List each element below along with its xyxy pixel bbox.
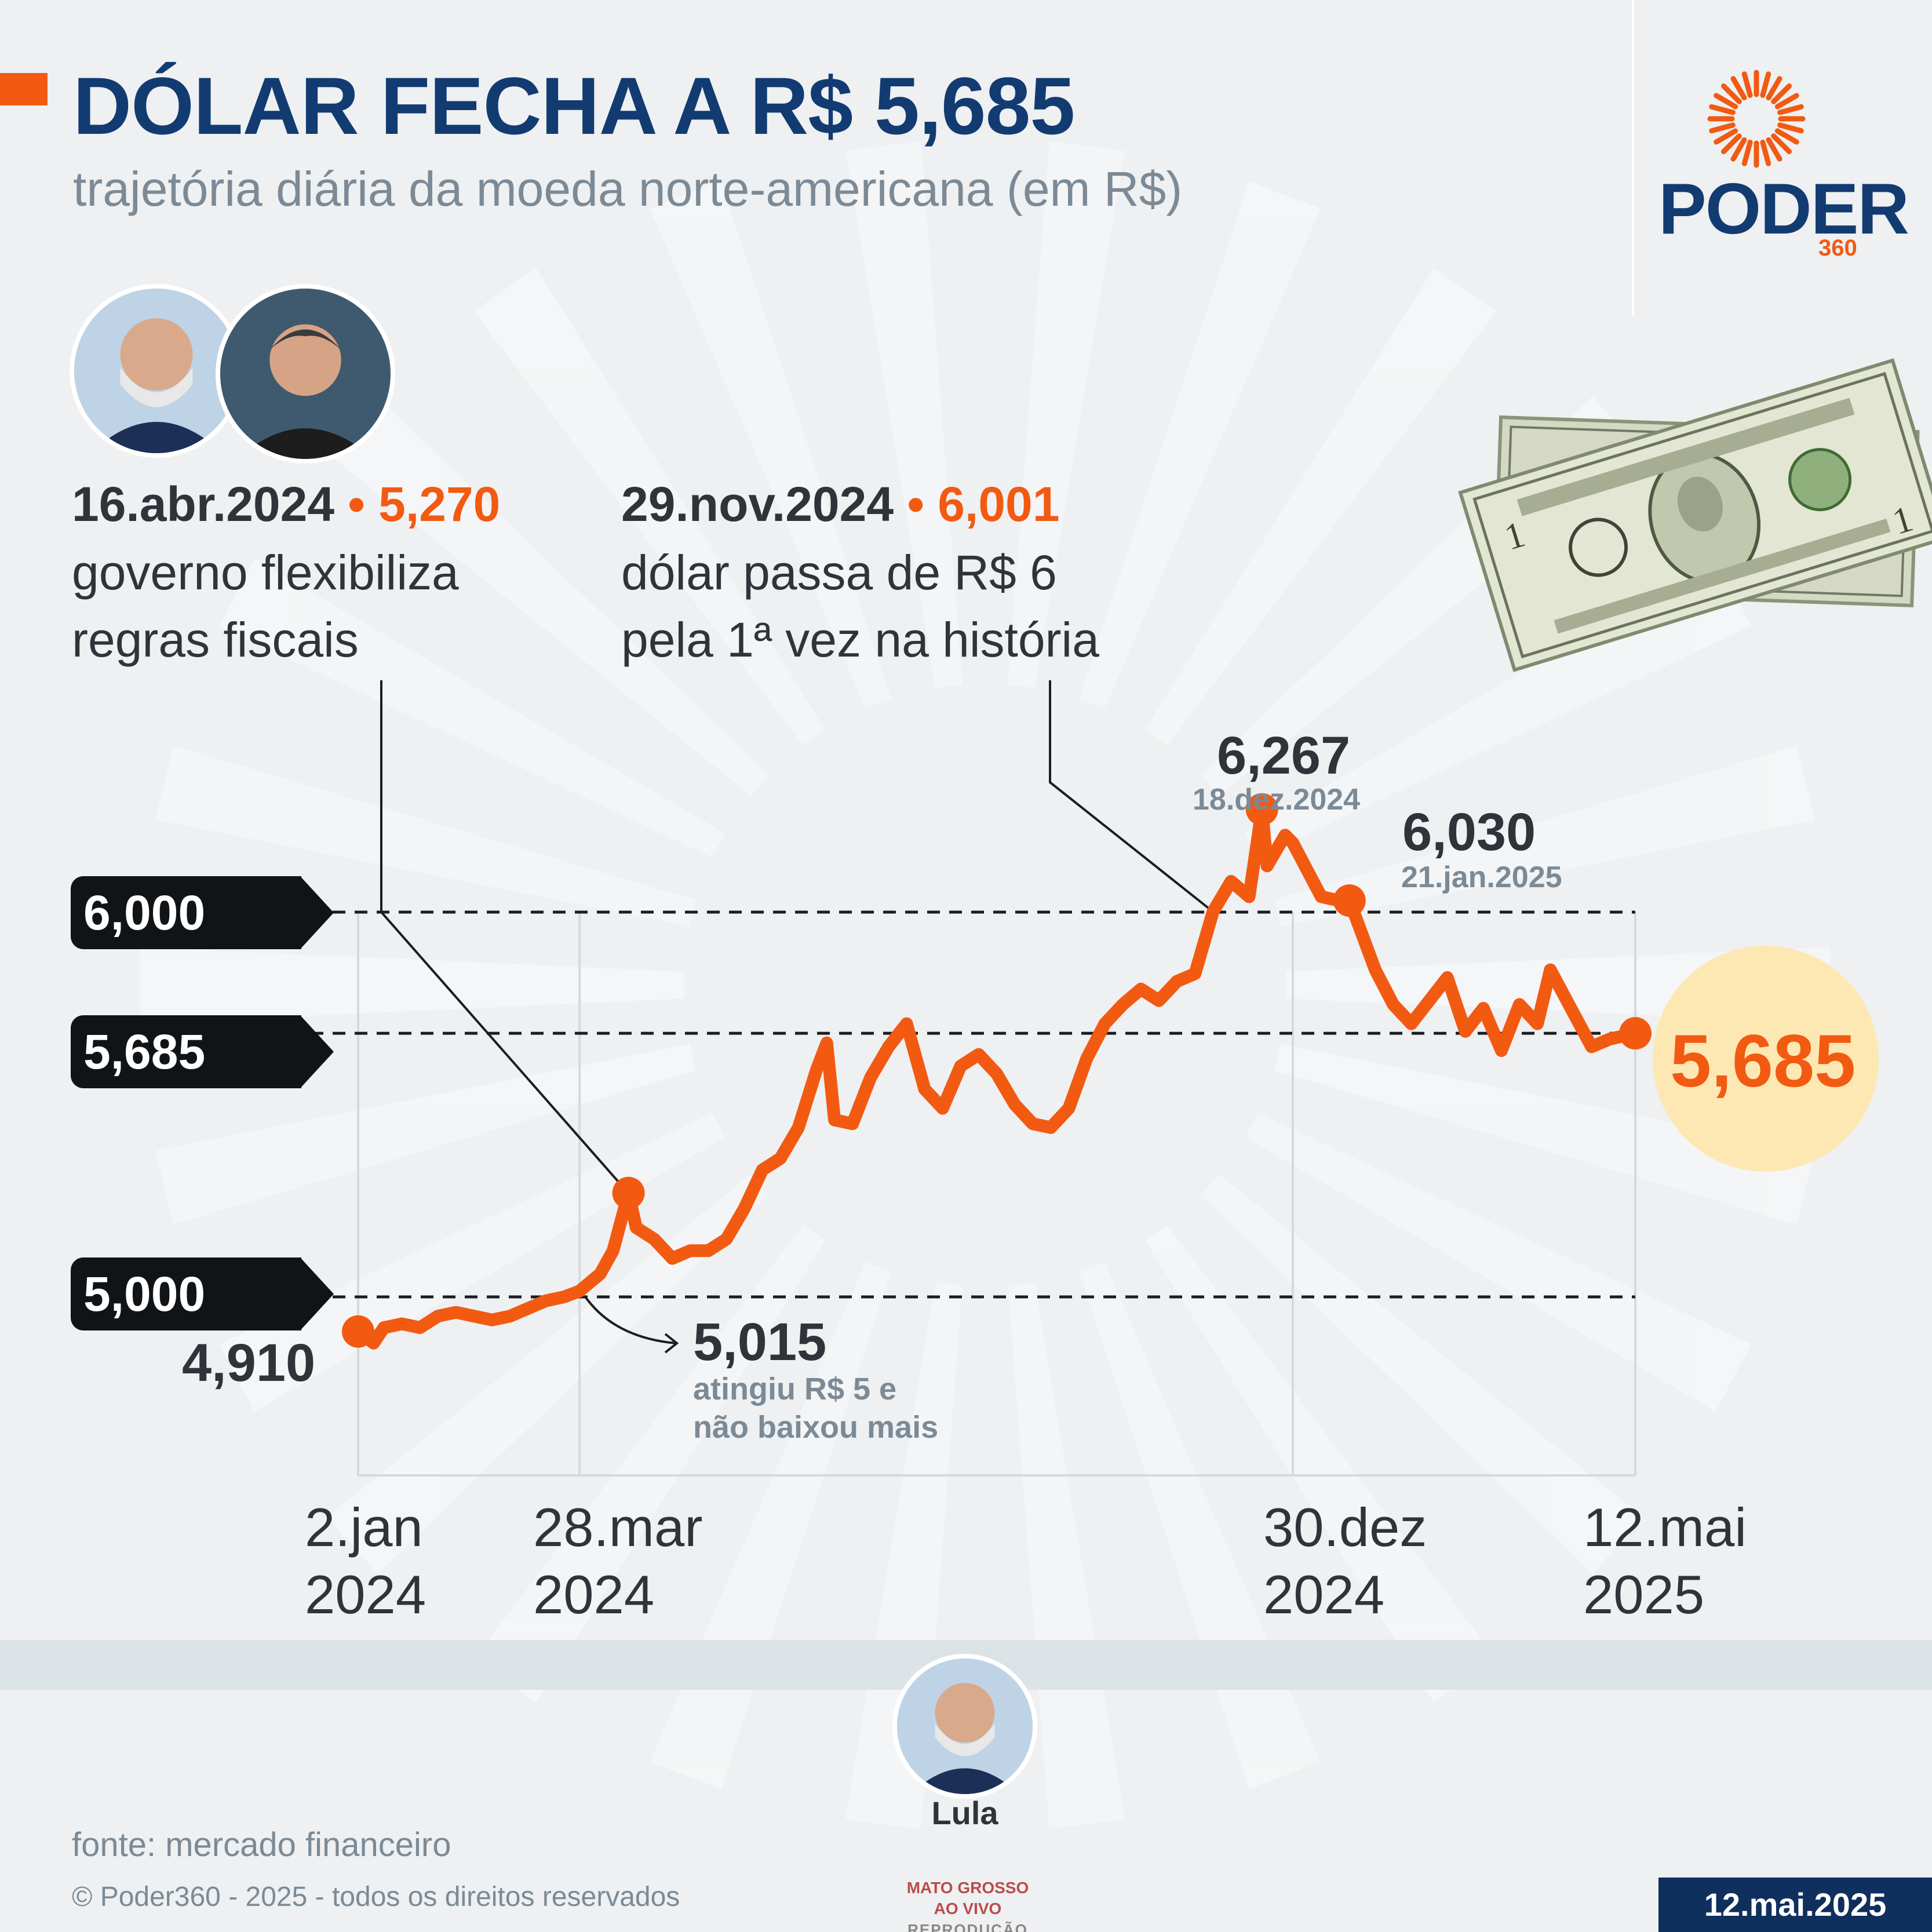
sun-ray bbox=[1777, 122, 1804, 134]
burst-ray bbox=[1245, 1113, 1751, 1412]
sun-logo-icon bbox=[1707, 70, 1806, 168]
sun-ray bbox=[1760, 140, 1771, 166]
event-2-connector bbox=[1049, 680, 1214, 913]
peak-value-label: 6,267 bbox=[1217, 726, 1351, 785]
sun-ray bbox=[1720, 83, 1742, 104]
event-1-connector bbox=[380, 680, 619, 1183]
sun-ray bbox=[1777, 104, 1804, 115]
sun-ray bbox=[1730, 76, 1747, 101]
burst-ray bbox=[1144, 1225, 1497, 1703]
person-icon bbox=[74, 289, 239, 453]
source-note: fonte: mercado financeiro bbox=[72, 1826, 451, 1864]
burst-ray bbox=[219, 559, 725, 858]
header-divider bbox=[1632, 0, 1634, 316]
burst-ray bbox=[1274, 1044, 1815, 1224]
peak-date-label: 18.dez.2024 bbox=[1193, 783, 1361, 816]
burst-ray bbox=[1008, 141, 1125, 688]
event-2-description: dólar passa de R$ 6 pela 1ª vez na histó… bbox=[621, 545, 1099, 667]
burst-ray bbox=[327, 396, 769, 796]
burst-ray bbox=[845, 1282, 963, 1829]
ref-label-5000: 5,000 bbox=[71, 1257, 334, 1330]
sun-ray bbox=[1771, 83, 1792, 104]
start-value-label: 4,910 bbox=[182, 1333, 316, 1393]
min-value-note: atingiu R$ 5 e não baixou mais bbox=[693, 1372, 939, 1445]
burst-ray bbox=[473, 268, 826, 745]
second-peak-value-label: 6,030 bbox=[1402, 803, 1536, 862]
min-value-label: 5,015 bbox=[693, 1313, 827, 1372]
event-1-description: governo flexibiliza regras fiscais bbox=[72, 545, 459, 667]
watermark-logo: MATO GROSSO AO VIVO REPRODUÇÃO bbox=[906, 1879, 1029, 1932]
burst-ray bbox=[1274, 746, 1815, 927]
x-tick-label: 28.mar 2024 bbox=[533, 1497, 703, 1625]
haddad-avatar bbox=[216, 284, 395, 464]
burst-ray bbox=[1201, 1174, 1643, 1574]
burst-ray bbox=[1008, 1282, 1125, 1829]
sun-ray bbox=[1766, 76, 1782, 101]
start-point bbox=[342, 1315, 374, 1348]
sun-ray bbox=[1709, 122, 1736, 134]
event-2-date: 29.nov.2024 • 6,001 bbox=[621, 477, 1060, 531]
sun-ray bbox=[1714, 93, 1738, 110]
burst-ray bbox=[327, 1174, 769, 1574]
sun-ray bbox=[1709, 104, 1736, 115]
sun-ray bbox=[1771, 133, 1792, 155]
burst-ray bbox=[473, 1225, 826, 1703]
lula-caption: Lula bbox=[931, 1795, 998, 1831]
lula-avatar-footer bbox=[892, 1654, 1037, 1799]
last-point bbox=[1619, 1017, 1652, 1050]
dollar-rate-line bbox=[352, 803, 1642, 1350]
min-connector bbox=[584, 1296, 676, 1344]
sun-ray bbox=[1774, 128, 1799, 145]
x-tick-label: 30.dez 2024 bbox=[1263, 1497, 1427, 1625]
copyright-note: © Poder360 - 2025 - todos os direitos re… bbox=[72, 1882, 680, 1912]
burst-ray bbox=[1144, 268, 1497, 745]
last-value-highlight bbox=[1653, 946, 1879, 1172]
burst-ray bbox=[155, 746, 697, 927]
peak-point bbox=[1245, 793, 1278, 826]
brand-logo: PODER bbox=[1658, 169, 1909, 249]
burst-ray bbox=[140, 947, 684, 1023]
brand-logo-suffix: 360 bbox=[1818, 235, 1857, 261]
sun-ray bbox=[1760, 71, 1771, 98]
lula-avatar bbox=[70, 284, 243, 458]
x-tick-label: 2.jan 2024 bbox=[305, 1497, 427, 1625]
dollar-bills-image: 1 1 bbox=[1458, 358, 1932, 672]
arrow-icon bbox=[664, 1333, 679, 1354]
sun-ray bbox=[1730, 137, 1747, 162]
sun-ray bbox=[1714, 128, 1738, 145]
accent-bar bbox=[0, 73, 48, 105]
burst-ray bbox=[155, 1044, 697, 1224]
burst-ray bbox=[1079, 181, 1321, 709]
second-peak-point bbox=[1333, 884, 1366, 917]
burst-ray bbox=[650, 181, 891, 709]
event-point bbox=[612, 1176, 645, 1209]
last-value-label: 5,685 bbox=[1670, 1020, 1856, 1103]
person-icon bbox=[220, 289, 391, 459]
second-peak-date-label: 21.jan.2025 bbox=[1401, 861, 1562, 894]
sun-ray bbox=[1741, 140, 1753, 166]
x-tick-label: 12.mai 2025 bbox=[1583, 1497, 1747, 1625]
sun-ray bbox=[1741, 71, 1753, 98]
sun-ray bbox=[1774, 93, 1799, 110]
sun-ray bbox=[1766, 137, 1782, 162]
sun-ray bbox=[1720, 133, 1742, 155]
page-title: DÓLAR FECHA A R$ 5,685 bbox=[73, 60, 1075, 151]
date-badge: 12.mai.2025 bbox=[1658, 1878, 1932, 1932]
burst-ray bbox=[845, 141, 963, 688]
page-subtitle: trajetória diária da moeda norte-america… bbox=[73, 162, 1183, 216]
person-icon bbox=[897, 1658, 1033, 1794]
ref-label-6000: 6,000 bbox=[71, 876, 334, 949]
event-1-date: 16.abr.2024 • 5,270 bbox=[72, 477, 501, 531]
ref-label-5685: 5,685 bbox=[71, 1015, 334, 1088]
